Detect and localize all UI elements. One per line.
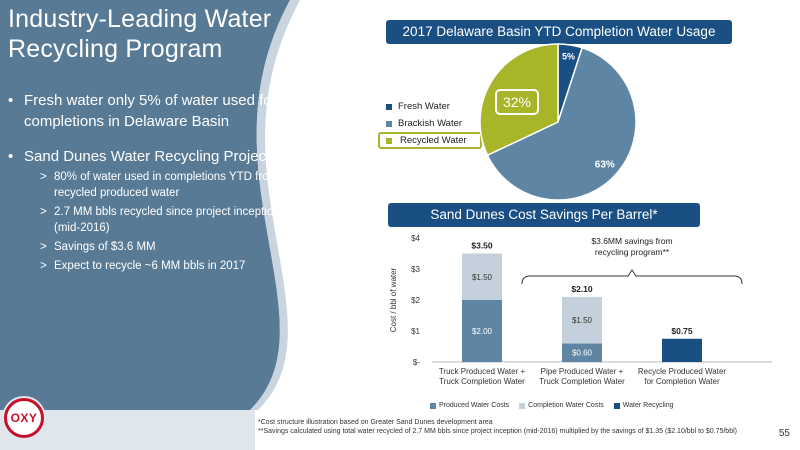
y-axis-label: Cost / bbl of water (389, 267, 398, 332)
savings-annotation-line: $3.6MM savings from (591, 236, 672, 246)
footnotes: *Cost structure illustration based on Gr… (258, 418, 774, 436)
bullet-text: Sand Dunes Water Recycling Project (24, 148, 271, 165)
slide-title: Industry-Leading Water Recycling Program (8, 5, 272, 63)
bar-total-label: $2.10 (571, 284, 593, 294)
legend-brackish-water: Brackish Water (378, 115, 482, 132)
savings-annotation: $3.6MM savings from recycling program** (591, 236, 672, 257)
bar-segment-label: $2.00 (472, 327, 493, 336)
legend-swatch (430, 402, 436, 409)
pie-label-brackish-water: 63% (595, 159, 615, 170)
legend-label: Recycled Water (400, 135, 467, 146)
y-tick-label: $2 (411, 296, 420, 305)
bar-segment-completion-water-costs (562, 296, 602, 344)
legend-swatch (386, 138, 392, 144)
legend-label: Water Recycling (622, 402, 674, 409)
sub-bullet-marker: > (40, 206, 47, 218)
legend-swatch (386, 121, 392, 127)
bullet-sand-dunes: • Sand Dunes Water Recycling Project >80… (6, 146, 296, 274)
legend-label: Completion Water Costs (528, 402, 604, 409)
sub-bullet-text: Expect to recycle ~6 MM bbls in 2017 (54, 260, 246, 272)
legend-water-recycling: Water Recycling (613, 402, 674, 409)
sub-bullet-text: 2.7 MM bbls recycled since project incep… (54, 206, 280, 234)
legend-label: Produced Water Costs (439, 402, 510, 409)
oxy-logo: OXY (4, 398, 44, 438)
x-category-label: Truck Completion Water (439, 377, 525, 386)
y-tick-label: $1 (411, 327, 420, 336)
pie-label-recycled-water: 32% (503, 94, 531, 110)
x-category-label: Pipe Produced Water + (541, 367, 624, 376)
sub-bullet-marker: > (40, 260, 47, 272)
sub-bullet-text: Savings of $3.6 MM (54, 241, 156, 253)
pie-callout-box (495, 89, 539, 115)
bullet-dot: • (8, 148, 14, 165)
sub-bullet: >2.7 MM bbls recycled since project ince… (24, 204, 296, 236)
legend-label: Fresh Water (398, 101, 450, 112)
x-category-label: Truck Produced Water + (439, 367, 526, 376)
savings-annotation-line: recycling program** (595, 247, 670, 257)
pie-chart-title: 2017 Delaware Basin YTD Completion Water… (386, 20, 732, 44)
legend-swatch (519, 402, 526, 409)
bar-segment-produced-water-costs (562, 343, 602, 362)
sub-bullet-text: 80% of water used in completions YTD fro… (54, 171, 279, 199)
pie-legend: Fresh Water Brackish Water Recycled Wate… (378, 98, 482, 149)
bar-legend: Produced Water Costs Completion Water Co… (430, 402, 683, 409)
page-number: 55 (778, 428, 790, 439)
y-tick-label: $- (413, 358, 420, 367)
bar-segment-water-recycling (662, 338, 702, 362)
footnote-2: **Savings calculated using total water r… (258, 428, 737, 435)
bar-total-label: $3.50 (471, 241, 493, 251)
bar-chart: Cost / bbl of water $- $1 $2 $3 $4 $2.00 $1.50 $… (389, 234, 772, 386)
x-category-label: Recycle Produced Water (638, 367, 727, 376)
bar-segment-produced-water-costs (462, 300, 502, 362)
sub-bullet-marker: > (40, 241, 47, 253)
legend-produced-water-costs: Produced Water Costs (430, 402, 509, 409)
bar-segment-completion-water-costs (462, 253, 502, 300)
y-tick-label: $4 (411, 234, 420, 243)
savings-bracket (521, 269, 743, 285)
pie-chart: 5% 63% 32% (479, 43, 637, 201)
bullet-list: • Fresh water only 5% of water used for … (6, 90, 296, 288)
legend-completion-water-costs: Completion Water Costs (519, 402, 604, 409)
bar-segment-label: $1.50 (472, 273, 493, 282)
legend-swatch (386, 104, 392, 110)
sub-bullet: > Expect to recycle ~6 MM bbls in 2017 (24, 258, 296, 274)
x-category-label: for Completion Water (644, 377, 720, 386)
x-category-label: Truck Completion Water (539, 377, 625, 386)
footnote-1: *Cost structure illustration based on Gr… (258, 419, 493, 426)
sub-bullet: > Savings of $3.6 MM (24, 239, 296, 255)
logo-text: OXY (10, 411, 38, 425)
sub-bullet-marker: > (40, 171, 47, 183)
legend-swatch (613, 402, 620, 409)
sub-bullet-list: >80% of water used in completions YTD fr… (24, 169, 296, 274)
legend-label: Brackish Water (398, 118, 463, 129)
bar-segment-label: $0.60 (572, 349, 593, 358)
pie-label-fresh-water: 5% (562, 52, 575, 62)
legend-recycled-water: Recycled Water (378, 132, 482, 149)
bullet-text: Fresh water only 5% of water used for co… (24, 92, 277, 130)
y-tick-label: $3 (411, 265, 420, 274)
legend-fresh-water: Fresh Water (378, 98, 482, 115)
sub-bullet: >80% of water used in completions YTD fr… (24, 169, 296, 201)
bullet-dot: • (8, 92, 14, 109)
pie-slice-brackish-water (486, 46, 637, 201)
bar-chart-title: Sand Dunes Cost Savings Per Barrel* (388, 203, 700, 227)
bar-segment-label: $1.50 (572, 316, 593, 325)
bullet-fresh-water: • Fresh water only 5% of water used for … (6, 90, 296, 132)
bar-total-label: $0.75 (671, 326, 693, 336)
